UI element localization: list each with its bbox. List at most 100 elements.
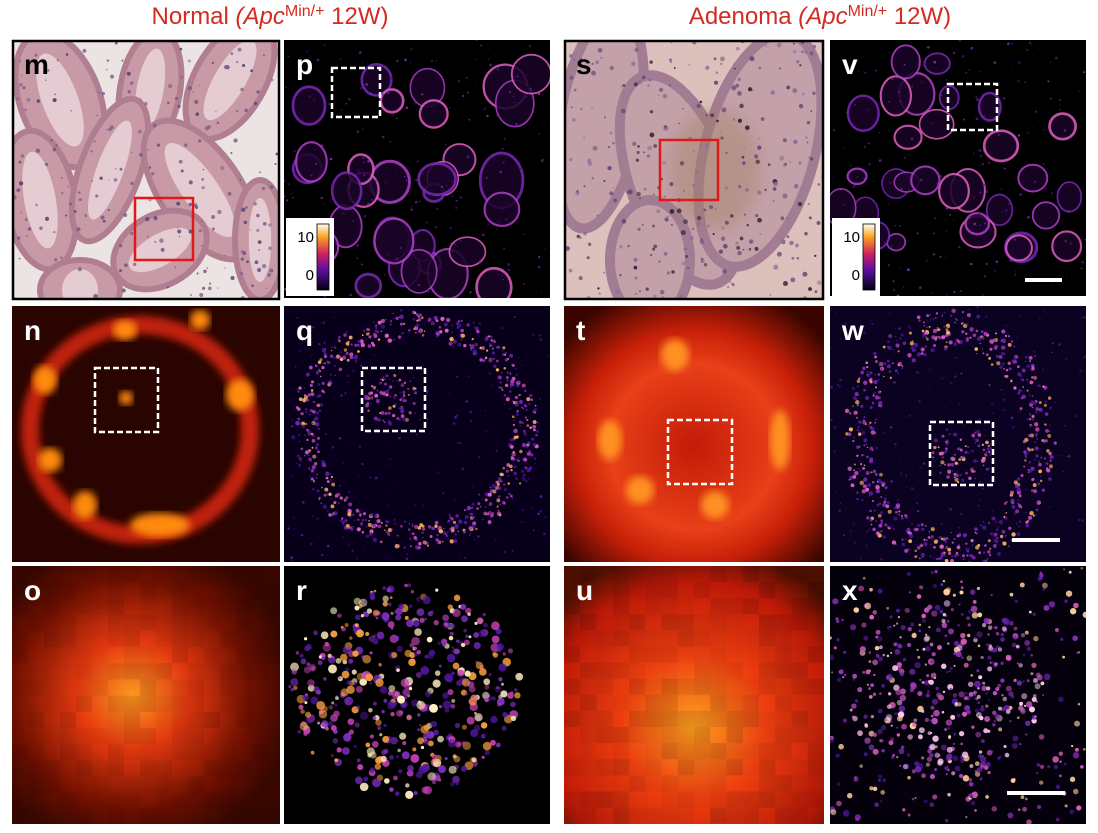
spot [453, 594, 461, 602]
spot [321, 486, 323, 489]
spot [21, 74, 23, 77]
spot [329, 379, 332, 381]
spot [383, 394, 386, 397]
spot [387, 602, 392, 607]
spot [979, 71, 981, 72]
spot [782, 193, 788, 199]
spot [290, 687, 295, 692]
spot [353, 597, 361, 605]
spot [722, 269, 727, 274]
spot [34, 53, 38, 57]
pixel [726, 694, 743, 711]
spot [510, 468, 513, 472]
pixel [188, 614, 204, 631]
spot [317, 450, 320, 454]
spot [1025, 701, 1033, 708]
spot [45, 162, 48, 166]
spot [500, 386, 503, 389]
pixel [220, 679, 236, 696]
spot [182, 279, 184, 281]
spot [19, 83, 23, 87]
spot [412, 532, 415, 536]
spot [945, 442, 949, 446]
spot [912, 508, 914, 510]
spot [881, 481, 886, 486]
spot [968, 561, 971, 562]
spot [206, 267, 209, 269]
pixel [791, 566, 808, 583]
spot [499, 150, 501, 152]
spot [466, 157, 468, 159]
spot [1080, 317, 1083, 319]
blob [73, 491, 97, 519]
spot [935, 686, 939, 691]
pixel [188, 744, 204, 761]
spot [1010, 416, 1014, 420]
spot [982, 520, 985, 523]
spot [859, 544, 861, 546]
spot [356, 130, 360, 133]
spot [851, 703, 857, 709]
spot [176, 226, 179, 229]
spot [919, 585, 924, 590]
pixel [172, 760, 188, 776]
pixel [661, 791, 678, 808]
pixel [645, 663, 661, 679]
spot [381, 135, 385, 139]
spot [288, 183, 291, 186]
pixel [236, 711, 252, 728]
spot [395, 614, 402, 621]
spot [731, 83, 734, 86]
spot [851, 386, 855, 391]
spot [410, 208, 413, 212]
spot [120, 79, 122, 81]
spot [507, 474, 510, 477]
pixel [188, 630, 204, 647]
pixel [156, 728, 172, 744]
spot [928, 325, 931, 328]
pixel [759, 743, 776, 760]
spot [370, 198, 373, 201]
spot [299, 722, 309, 731]
spot [325, 476, 329, 480]
spot [591, 62, 594, 65]
spot [970, 605, 978, 613]
spot [524, 389, 527, 393]
spot [999, 365, 1003, 369]
spot [982, 681, 986, 685]
spot [587, 158, 592, 163]
spot [1025, 511, 1027, 514]
spot [849, 475, 854, 480]
spot [658, 260, 661, 263]
spot [91, 179, 94, 182]
spot [773, 264, 779, 270]
spot [265, 287, 267, 289]
spot [967, 681, 974, 688]
spot [852, 715, 858, 722]
spot [755, 213, 759, 218]
spot [333, 316, 335, 318]
spot [867, 483, 871, 487]
spot [865, 443, 868, 446]
spot [973, 460, 975, 462]
pixel [613, 679, 629, 695]
spot [549, 295, 550, 297]
spot [230, 52, 234, 55]
spot [960, 549, 962, 552]
spot [308, 413, 311, 416]
spot [875, 531, 880, 536]
spot [354, 605, 360, 611]
spot [975, 438, 979, 443]
spot [393, 317, 396, 320]
spot [381, 749, 387, 756]
spot [943, 588, 950, 596]
spot [1007, 202, 1011, 205]
spot [505, 397, 510, 402]
spot [871, 401, 875, 405]
spot [350, 208, 353, 211]
pixel [743, 582, 759, 598]
spot [1026, 819, 1032, 824]
spot [362, 512, 367, 516]
spot [855, 397, 858, 400]
spot [976, 224, 978, 226]
